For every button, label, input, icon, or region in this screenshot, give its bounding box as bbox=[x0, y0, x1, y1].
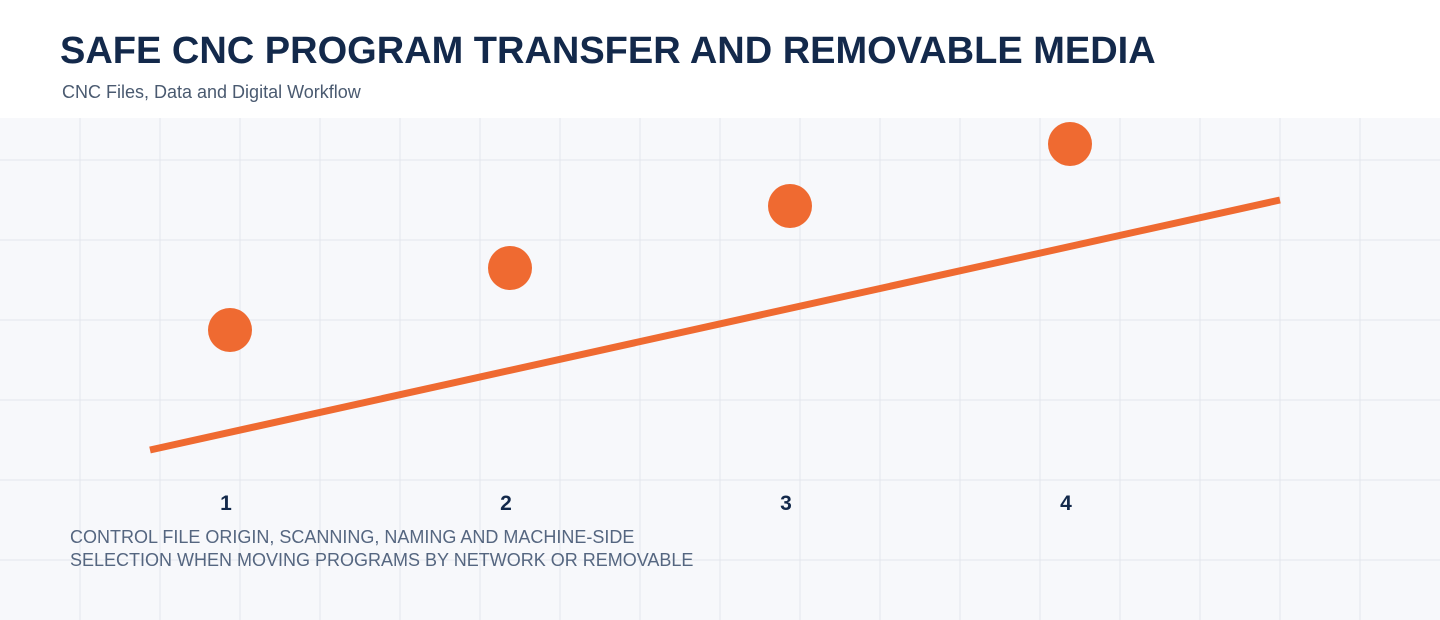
trend-line bbox=[149, 196, 1281, 454]
caption-line: CONTROL FILE ORIGIN, SCANNING, NAMING AN… bbox=[70, 527, 634, 547]
title: SAFE CNC PROGRAM TRANSFER AND REMOVABLE … bbox=[60, 30, 1156, 72]
step-label: 4 bbox=[1060, 492, 1072, 515]
dot bbox=[208, 308, 252, 352]
grid bbox=[0, 118, 1440, 620]
step-label: 2 bbox=[500, 492, 512, 515]
step-label: 1 bbox=[220, 492, 232, 515]
step-label: 3 bbox=[780, 492, 792, 515]
dot bbox=[1048, 122, 1092, 166]
subtitle: CNC Files, Data and Digital Workflow bbox=[62, 82, 362, 102]
dot bbox=[768, 184, 812, 228]
caption-line: SELECTION WHEN MOVING PROGRAMS BY NETWOR… bbox=[70, 550, 693, 570]
dot bbox=[488, 246, 532, 290]
